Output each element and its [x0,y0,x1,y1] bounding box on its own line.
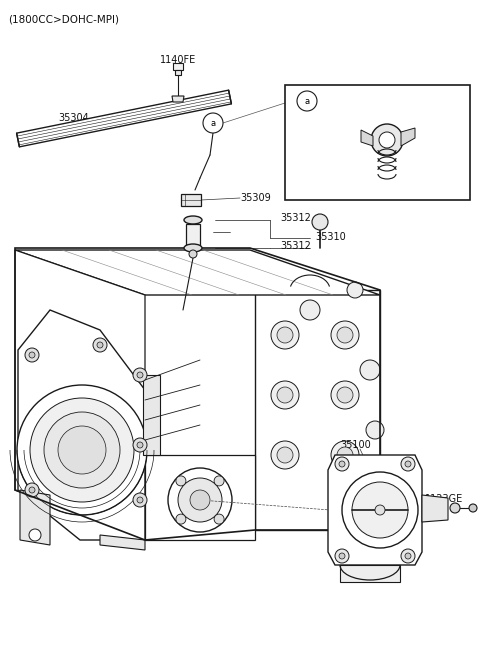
Circle shape [137,497,143,503]
Ellipse shape [184,244,202,252]
Text: 35310: 35310 [315,232,346,242]
Polygon shape [401,128,415,146]
Circle shape [277,447,293,463]
Polygon shape [328,455,422,565]
Circle shape [335,457,349,471]
Circle shape [25,483,39,497]
Circle shape [360,360,380,380]
Circle shape [168,468,232,532]
Circle shape [450,503,460,513]
Circle shape [97,342,103,348]
Polygon shape [361,130,373,146]
Circle shape [44,412,120,488]
Circle shape [339,461,345,467]
Polygon shape [175,70,181,75]
Circle shape [271,321,299,349]
Circle shape [337,387,353,403]
Polygon shape [186,224,200,248]
Circle shape [176,476,186,486]
Circle shape [214,476,224,486]
Circle shape [29,487,35,493]
Circle shape [331,381,359,409]
Polygon shape [255,290,380,530]
Polygon shape [15,250,380,295]
Circle shape [29,529,41,541]
Circle shape [405,553,411,559]
Polygon shape [18,310,145,540]
Circle shape [271,441,299,469]
Polygon shape [340,565,400,582]
Circle shape [331,321,359,349]
Polygon shape [145,455,255,540]
Circle shape [371,124,403,156]
Circle shape [133,368,147,382]
Polygon shape [143,375,160,455]
Circle shape [469,504,477,512]
Text: 31337F: 31337F [323,94,364,104]
Circle shape [17,385,147,515]
Circle shape [379,132,395,148]
Circle shape [189,250,197,258]
Circle shape [366,421,384,439]
Circle shape [271,381,299,409]
Circle shape [176,514,186,524]
Circle shape [58,426,106,474]
Circle shape [93,338,107,352]
Polygon shape [15,250,145,540]
Circle shape [401,457,415,471]
Circle shape [352,482,408,538]
Circle shape [277,327,293,343]
Polygon shape [422,495,448,522]
Circle shape [137,372,143,378]
Polygon shape [172,96,184,102]
Bar [285,85,470,200]
Text: (1800CC>DOHC-MPI): (1800CC>DOHC-MPI) [8,14,119,24]
Polygon shape [20,490,50,545]
Text: 1140FE: 1140FE [160,55,196,65]
Circle shape [347,282,363,298]
Polygon shape [17,90,231,147]
Text: 35312: 35312 [280,241,311,251]
Polygon shape [173,63,183,70]
Circle shape [203,113,223,133]
Circle shape [133,493,147,507]
Text: 35100: 35100 [340,440,371,450]
Text: 35312: 35312 [280,213,311,223]
Text: 1123GE: 1123GE [425,494,463,504]
Polygon shape [181,194,201,206]
Circle shape [405,461,411,467]
Circle shape [297,91,317,111]
Text: a: a [304,96,310,106]
Circle shape [29,352,35,358]
Circle shape [335,549,349,563]
Circle shape [337,447,353,463]
Ellipse shape [184,216,202,224]
Circle shape [312,214,328,230]
Circle shape [339,553,345,559]
Circle shape [277,387,293,403]
Text: a: a [210,119,216,127]
Circle shape [30,398,134,502]
Circle shape [25,348,39,362]
Circle shape [342,472,418,548]
Circle shape [178,478,222,522]
Circle shape [190,490,210,510]
Circle shape [133,438,147,452]
Circle shape [214,514,224,524]
Circle shape [300,300,320,320]
Circle shape [331,441,359,469]
Text: 35309: 35309 [240,193,271,203]
Circle shape [375,505,385,515]
Polygon shape [100,535,145,550]
Circle shape [337,327,353,343]
Circle shape [401,549,415,563]
Circle shape [137,442,143,448]
Text: 35304: 35304 [58,113,89,123]
